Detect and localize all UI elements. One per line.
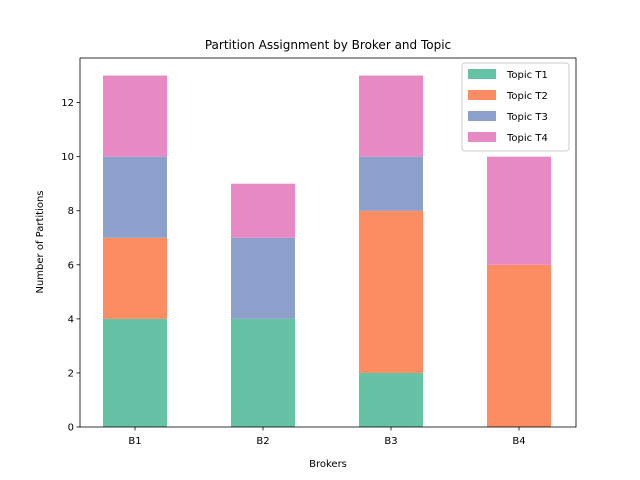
bar-b3-series-3: [359, 156, 423, 211]
chart-title: Partition Assignment by Broker and Topic: [205, 38, 451, 52]
legend-label-2: Topic T2: [506, 91, 548, 102]
x-tick-label-b3: B3: [384, 436, 397, 447]
bar-b3-series-1: [359, 372, 423, 427]
legend-label-3: Topic T3: [506, 112, 548, 123]
y-tick-label: 2: [68, 368, 74, 379]
legend: Topic T1 Topic T2 Topic T3 Topic T4: [461, 62, 570, 152]
legend-label-4: Topic T4: [506, 133, 548, 144]
bars-layer: [103, 75, 551, 427]
legend-swatch-3: [468, 111, 496, 121]
y-tick-label: 8: [68, 206, 74, 217]
bar-b2-series-1: [231, 318, 295, 427]
y-axis-label: Number of Partitions: [35, 190, 46, 293]
legend-box: [461, 62, 570, 152]
bar-b1-series-4: [103, 75, 167, 157]
legend-label-1: Topic T1: [506, 70, 548, 81]
plot-frame: [79, 57, 577, 428]
y-tick-label: 10: [61, 152, 74, 163]
x-tick-label-b2: B2: [256, 436, 269, 447]
bar-b1-series-3: [103, 156, 167, 238]
y-tick-label: 4: [68, 314, 74, 325]
x-tick-label-b1: B1: [128, 436, 141, 447]
bar-b2-series-3: [231, 237, 295, 319]
x-tick-label-b4: B4: [512, 436, 525, 447]
bar-b1-series-1: [103, 318, 167, 427]
legend-swatch-2: [468, 90, 496, 100]
legend-swatch-4: [468, 132, 496, 142]
x-axis-label: Brokers: [309, 459, 347, 470]
legend-swatch-1: [468, 69, 496, 79]
bar-b2-series-4: [231, 183, 295, 238]
bar-b3-series-2: [359, 210, 423, 373]
bar-b4-series-2: [487, 264, 551, 427]
bar-b3-series-4: [359, 75, 423, 157]
y-tick-label: 0: [68, 423, 74, 434]
bar-b4-series-4: [487, 156, 551, 265]
y-tick-label: 12: [61, 98, 74, 109]
axes-layer: 0 2 4 6 8 10 12 B1 B2 B3 B4: [61, 57, 577, 447]
y-tick-label: 6: [68, 260, 74, 271]
bar-b1-series-2: [103, 237, 167, 319]
